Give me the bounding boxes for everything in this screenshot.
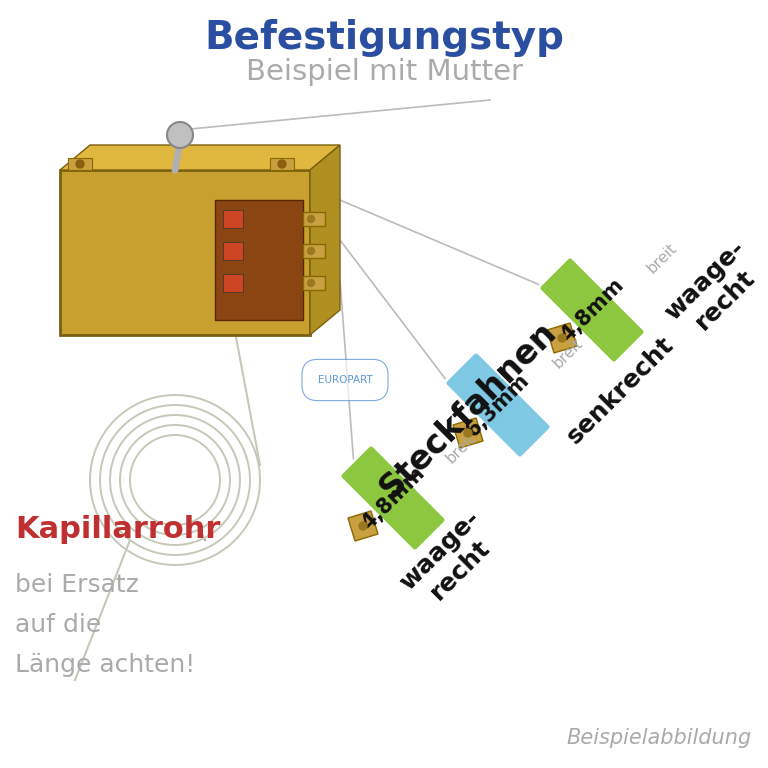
FancyBboxPatch shape (445, 352, 551, 458)
Circle shape (307, 247, 315, 254)
Text: bei Ersatz: bei Ersatz (15, 573, 139, 597)
FancyBboxPatch shape (340, 445, 446, 551)
Circle shape (464, 429, 472, 437)
Circle shape (307, 216, 315, 223)
Circle shape (359, 522, 367, 530)
Text: breit: breit (550, 335, 586, 371)
Text: 6,3mm: 6,3mm (462, 369, 534, 441)
Text: Beispiel mit Mutter: Beispiel mit Mutter (246, 58, 522, 86)
Polygon shape (547, 323, 577, 353)
Text: EUROPART: EUROPART (318, 375, 372, 385)
Text: Befestigungstyp: Befestigungstyp (204, 19, 564, 57)
Text: waage-
recht: waage- recht (396, 505, 505, 614)
Text: waage-
recht: waage- recht (660, 236, 768, 345)
Circle shape (76, 160, 84, 168)
Bar (303, 212, 325, 226)
Text: Steckfahnen: Steckfahnen (373, 315, 563, 505)
Circle shape (278, 160, 286, 168)
Bar (303, 276, 325, 290)
Bar (223, 210, 243, 228)
Text: breit: breit (644, 240, 680, 276)
Bar (303, 244, 325, 258)
Bar (270, 158, 294, 170)
Bar (68, 158, 92, 170)
Bar (215, 200, 303, 320)
Text: Länge achten!: Länge achten! (15, 653, 195, 677)
Bar (223, 242, 243, 260)
Text: senkrecht: senkrecht (562, 332, 678, 448)
Polygon shape (60, 145, 340, 170)
Polygon shape (348, 511, 378, 541)
Text: Beispielabbildung: Beispielabbildung (567, 728, 752, 748)
Polygon shape (310, 145, 340, 335)
Text: breit: breit (443, 430, 478, 466)
Text: Kapillarrohr: Kapillarrohr (15, 515, 220, 545)
Bar (223, 274, 243, 292)
Text: auf die: auf die (15, 613, 101, 637)
Bar (60, 170, 310, 335)
Circle shape (167, 122, 193, 148)
Text: 4,8mm: 4,8mm (557, 274, 627, 346)
Polygon shape (453, 418, 483, 448)
Circle shape (558, 334, 566, 342)
Circle shape (307, 280, 315, 286)
FancyBboxPatch shape (539, 257, 645, 363)
Text: 4,8mm: 4,8mm (358, 462, 429, 534)
